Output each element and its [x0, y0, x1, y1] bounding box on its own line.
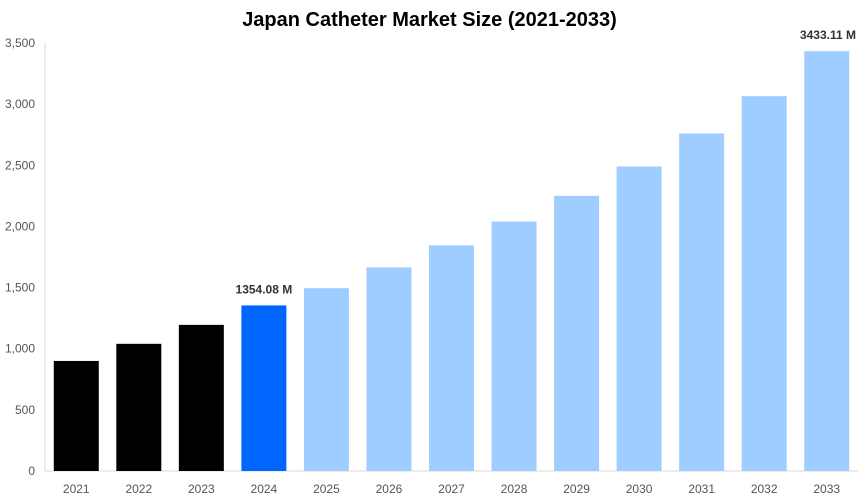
y-tick-label: 2,500: [5, 158, 35, 172]
bar-2026: [366, 267, 412, 471]
x-tick-label: 2026: [376, 482, 403, 496]
bar-2028: [491, 221, 537, 471]
bar-2021: [53, 360, 99, 471]
data-label: 3433.11 M: [800, 28, 856, 42]
x-tick-label: 2022: [125, 482, 152, 496]
bar-2027: [429, 245, 474, 471]
x-tick-label: 2030: [626, 482, 653, 496]
y-tick-label: 3,500: [5, 36, 35, 50]
bar-2025: [303, 288, 349, 471]
x-tick-label: 2021: [63, 482, 90, 496]
x-tick-label: 2024: [251, 482, 278, 496]
x-tick-label: 2033: [813, 482, 840, 496]
x-tick-label: 2025: [313, 482, 340, 496]
y-tick-label: 3,000: [5, 97, 35, 111]
x-tick-label: 2027: [438, 482, 465, 496]
y-tick-label: 1,500: [5, 281, 35, 295]
x-tick-label: 2023: [188, 482, 215, 496]
bar-2033: [804, 51, 850, 472]
bar-2032: [741, 96, 787, 472]
data-label: 1354.08 M: [236, 282, 293, 296]
x-tick-label: 2029: [563, 482, 590, 496]
x-tick-label: 2031: [688, 482, 715, 496]
y-tick-label: 0: [28, 464, 35, 478]
bar-2029: [554, 195, 600, 471]
bar-2023: [178, 324, 224, 471]
bar-2022: [116, 343, 162, 471]
chart-title: Japan Catheter Market Size (2021-2033): [242, 9, 617, 31]
y-tick-label: 500: [15, 403, 35, 417]
y-tick-label: 1,000: [5, 342, 35, 356]
bar-2024: [241, 305, 287, 471]
bar-2031: [679, 133, 725, 471]
y-tick-label: 2,000: [5, 219, 35, 233]
bar-2030: [616, 166, 662, 471]
x-tick-label: 2032: [751, 482, 778, 496]
x-tick-label: 2028: [501, 482, 528, 496]
